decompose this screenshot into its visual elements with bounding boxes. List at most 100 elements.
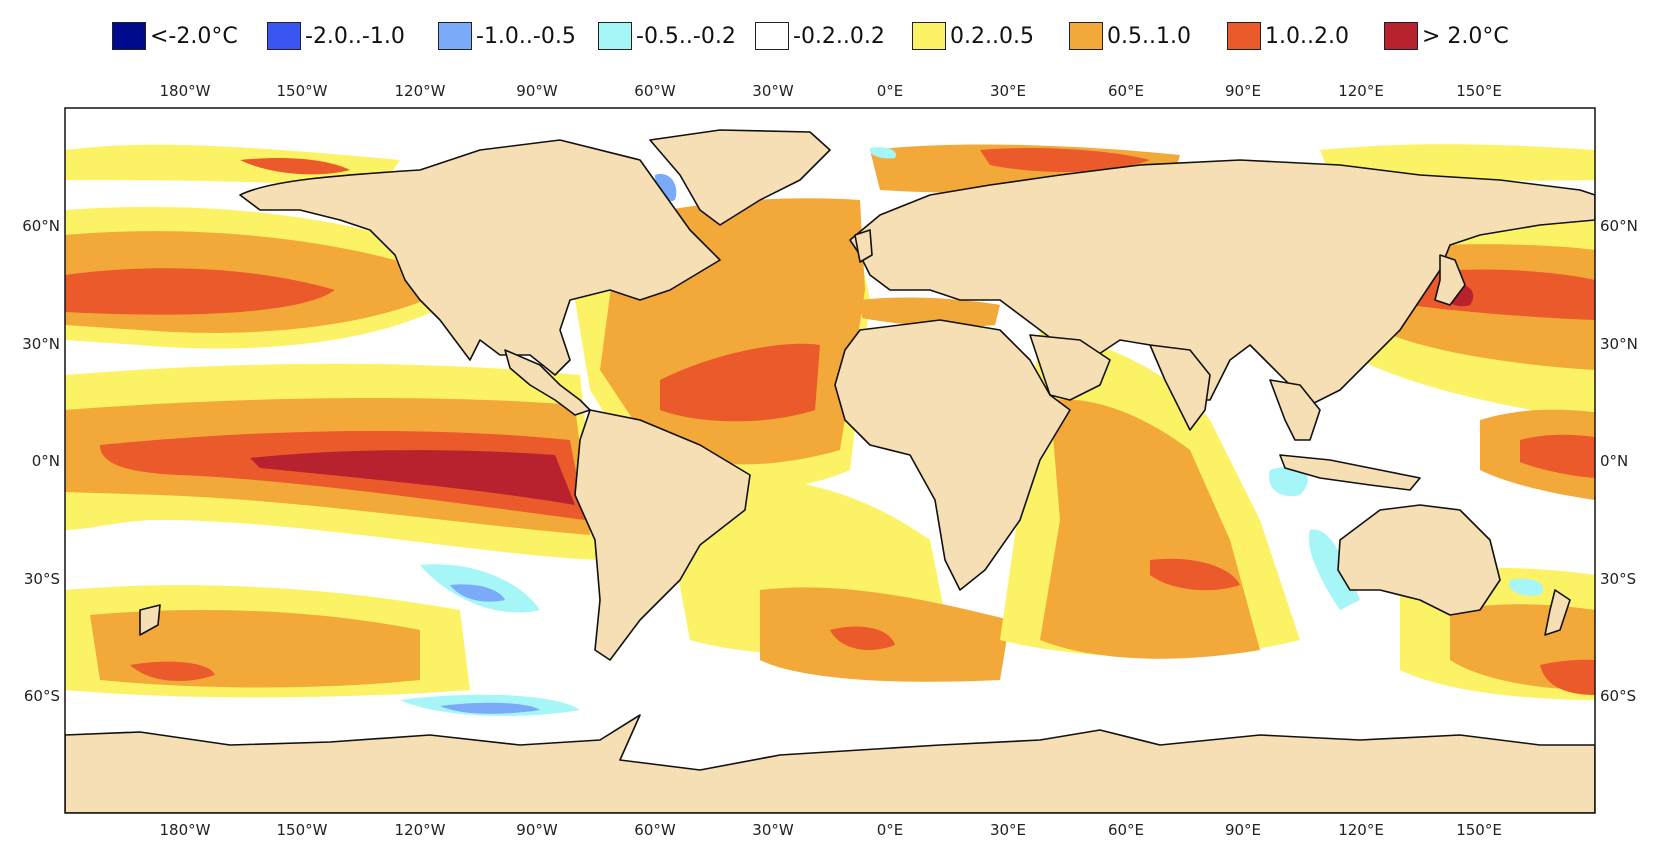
legend-item: <-2.0°C xyxy=(112,18,238,54)
land-eurasia xyxy=(849,159,1595,406)
map-frame xyxy=(64,107,1596,814)
lat-ticks-left: 60°N 30°N 0°N 30°S 60°S xyxy=(22,217,60,705)
legend-label: -1.0..-0.5 xyxy=(476,23,576,49)
land-southeast-asia xyxy=(1269,379,1321,441)
north-pacific-hot xyxy=(65,268,335,315)
land-new-zealand xyxy=(1544,589,1571,636)
legend: <-2.0°C -2.0..-1.0 -1.0..-0.5 -0.5..-0.2… xyxy=(112,18,1562,54)
legend-item: 0.2..0.5 xyxy=(912,18,1034,54)
land-new-zealand-west xyxy=(139,604,161,636)
land-central-america xyxy=(504,349,591,416)
land-indonesia xyxy=(1279,454,1421,491)
legend-label: -2.0..-1.0 xyxy=(305,23,405,49)
legend-swatch xyxy=(598,22,632,50)
land-africa xyxy=(834,319,1071,591)
legend-item: -2.0..-1.0 xyxy=(267,18,405,54)
lon-tick: 150°E xyxy=(1456,821,1502,839)
land-south-america xyxy=(574,409,751,661)
south-pacific-hot xyxy=(130,661,215,681)
lon-tick: 0°E xyxy=(877,82,904,100)
lon-tick: 60°W xyxy=(634,82,676,100)
lon-tick: 30°E xyxy=(990,82,1026,100)
indian-ocean-warm xyxy=(1040,399,1260,659)
lon-tick: 90°E xyxy=(1225,821,1261,839)
legend-item: -0.5..-0.2 xyxy=(598,18,736,54)
land-arabia xyxy=(1029,334,1111,401)
lon-tick: 120°E xyxy=(1338,821,1384,839)
lat-tick: 30°N xyxy=(1600,335,1638,353)
nino-core xyxy=(250,450,575,505)
lon-tick: 120°W xyxy=(395,82,446,100)
legend-swatch xyxy=(112,22,146,50)
lon-tick: 0°E xyxy=(877,821,904,839)
legend-item: -1.0..-0.5 xyxy=(438,18,576,54)
legend-swatch xyxy=(1069,22,1103,50)
tropical-atlantic-hot xyxy=(660,343,820,422)
legend-label: > 2.0°C xyxy=(1422,23,1509,49)
lon-tick: 60°E xyxy=(1108,821,1144,839)
west-australia-cool xyxy=(1309,529,1360,610)
tasman-cool xyxy=(1509,578,1544,596)
southeast-pacific-hot xyxy=(1540,659,1595,695)
lat-tick: 60°S xyxy=(1600,687,1636,705)
lon-tick: 90°W xyxy=(516,821,558,839)
southern-ocean-cool-core xyxy=(440,702,540,714)
south-pacific-cool-core xyxy=(450,584,505,602)
map-plot-area xyxy=(65,108,1595,813)
legend-item: -0.2..0.2 xyxy=(755,18,885,54)
legend-item: > 2.0°C xyxy=(1384,18,1509,54)
lon-tick: 90°W xyxy=(516,82,558,100)
lon-tick: 150°W xyxy=(277,82,328,100)
lat-tick: 60°N xyxy=(1600,217,1638,235)
land-greenland xyxy=(649,129,831,226)
lon-tick: 120°W xyxy=(395,821,446,839)
legend-swatch xyxy=(438,22,472,50)
lat-tick: 60°S xyxy=(24,687,60,705)
lon-tick: 30°W xyxy=(752,821,794,839)
legend-swatch xyxy=(912,22,946,50)
legend-swatch xyxy=(1384,22,1418,50)
legend-label: -0.2..0.2 xyxy=(793,23,885,49)
south-indian-hot xyxy=(1150,558,1240,591)
lon-tick: 120°E xyxy=(1338,82,1384,100)
legend-label: 0.2..0.5 xyxy=(950,23,1034,49)
lat-tick: 60°N xyxy=(22,217,60,235)
land-uk xyxy=(854,229,873,263)
lon-tick: 180°W xyxy=(160,82,211,100)
lon-tick: 30°W xyxy=(752,82,794,100)
lon-tick: 150°W xyxy=(277,821,328,839)
lon-tick: 60°E xyxy=(1108,82,1144,100)
lon-tick: 90°E xyxy=(1225,82,1261,100)
west-pacific-hot xyxy=(1520,434,1595,478)
legend-label: 0.5..1.0 xyxy=(1107,23,1191,49)
lon-tick: 150°E xyxy=(1456,82,1502,100)
lat-tick: 30°S xyxy=(24,570,60,588)
legend-item: 0.5..1.0 xyxy=(1069,18,1191,54)
arctic-cool xyxy=(869,147,896,159)
lon-ticks-bottom: 180°W 150°W 120°W 90°W 60°W 30°W 0°E 30°… xyxy=(160,821,1502,839)
legend-label: 1.0..2.0 xyxy=(1265,23,1349,49)
legend-swatch xyxy=(1227,22,1261,50)
legend-swatch xyxy=(755,22,789,50)
mediterranean-warm xyxy=(860,297,1000,328)
legend-label: -0.5..-0.2 xyxy=(636,23,736,49)
lat-tick: 30°N xyxy=(22,335,60,353)
legend-swatch xyxy=(267,22,301,50)
lon-tick: 180°W xyxy=(160,821,211,839)
lat-ticks-right: 60°N 30°N 0°N 30°S 60°S xyxy=(1600,217,1638,705)
south-atlantic-hot xyxy=(830,626,895,650)
land-north-america xyxy=(239,139,721,376)
legend-item: 1.0..2.0 xyxy=(1227,18,1349,54)
land-japan xyxy=(1434,254,1466,306)
arctic-warm-hot xyxy=(240,158,350,175)
lat-tick: 0°N xyxy=(32,452,60,470)
east-indian-cool xyxy=(1269,466,1309,497)
lon-ticks-top: 180°W 150°W 120°W 90°W 60°W 30°W 0°E 30°… xyxy=(160,82,1502,100)
lat-tick: 30°S xyxy=(1600,570,1636,588)
lat-tick: 0°N xyxy=(1600,452,1628,470)
lon-tick: 30°E xyxy=(990,821,1026,839)
barents-hot xyxy=(980,148,1150,172)
lon-tick: 60°W xyxy=(634,821,676,839)
land-antarctica xyxy=(65,714,1595,813)
